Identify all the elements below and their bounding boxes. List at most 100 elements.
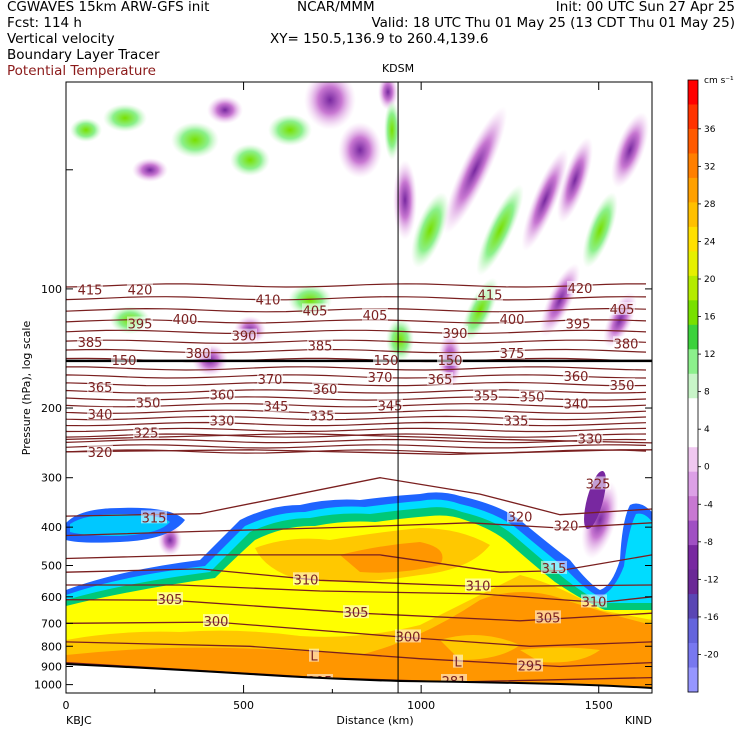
colorbar-swatch bbox=[688, 520, 698, 546]
theta-label: 325 bbox=[586, 477, 611, 492]
theta-contour bbox=[66, 381, 647, 387]
theta-label: 350 bbox=[520, 390, 545, 405]
colorbar-swatch bbox=[688, 177, 698, 203]
theta-contour bbox=[66, 389, 647, 394]
theta-label: 410 bbox=[256, 294, 281, 309]
theta-label: 305 bbox=[158, 593, 183, 608]
theta-label-bg bbox=[307, 338, 333, 352]
theta-label-bg bbox=[453, 654, 463, 668]
theta-label: 340 bbox=[564, 398, 589, 413]
y-tick-label: 900 bbox=[41, 661, 62, 674]
theta-label-bg bbox=[209, 387, 235, 401]
theta-label: 405 bbox=[363, 309, 388, 324]
cross-section-coords: XY= 150.5,136.9 to 260.4,139.6 bbox=[270, 31, 489, 47]
theta-label-bg bbox=[503, 413, 529, 427]
theta-label-bg bbox=[517, 658, 543, 672]
theta-label-bg bbox=[577, 431, 603, 445]
theta-label: 420 bbox=[128, 284, 153, 299]
theta-label: 305 bbox=[536, 611, 561, 626]
theta-label-bg bbox=[257, 372, 283, 386]
theta-label: 400 bbox=[500, 313, 525, 328]
theta-label-bg bbox=[127, 282, 153, 296]
theta-label-bg bbox=[185, 345, 211, 359]
theta-label: 320 bbox=[88, 446, 113, 461]
theta-label: 400 bbox=[173, 313, 198, 328]
colorbar-swatch bbox=[688, 251, 698, 277]
theta-label: 315 bbox=[142, 511, 167, 526]
theta-label: 375 bbox=[500, 347, 525, 362]
field-boundary-layer-tracer: Boundary Layer Tracer bbox=[7, 47, 160, 63]
y-tick-label: 700 bbox=[41, 617, 62, 630]
theta-contour bbox=[66, 568, 652, 588]
theta-label-bg bbox=[507, 509, 533, 523]
y-tick-label: 800 bbox=[41, 640, 62, 653]
theta-label-bg bbox=[209, 413, 235, 427]
colorbar-swatch bbox=[688, 153, 698, 179]
colorbar-swatch bbox=[688, 545, 698, 571]
x-tick-label: 1000 bbox=[407, 699, 435, 712]
init-time: Init: 00 UTC Sun 27 Apr 25 bbox=[555, 0, 735, 15]
theta-label: 360 bbox=[564, 370, 589, 385]
theta-label: 390 bbox=[232, 330, 257, 345]
theta-label: 150 bbox=[374, 354, 399, 369]
y-tick-label: 600 bbox=[41, 591, 62, 604]
theta-contour bbox=[66, 641, 652, 668]
theta-label: 370 bbox=[368, 371, 393, 386]
theta-label: 150 bbox=[438, 354, 463, 369]
theta-contour bbox=[66, 449, 652, 456]
colorbar-label: -16 bbox=[704, 613, 719, 623]
theta-label-bg bbox=[442, 325, 468, 339]
theta-label: 350 bbox=[136, 397, 161, 412]
theta-label-bg bbox=[427, 372, 453, 386]
theta-label-bg bbox=[312, 381, 338, 395]
theta-label-bg bbox=[477, 287, 503, 301]
theta-label-bg bbox=[535, 610, 561, 624]
colorbar-swatch bbox=[688, 447, 698, 473]
theta-label: 325 bbox=[134, 427, 159, 442]
colorbar-label: -20 bbox=[704, 650, 719, 660]
valid-time: Valid: 18 UTC Thu 01 May 25 (13 CDT Thu … bbox=[371, 15, 735, 31]
theta-contour bbox=[66, 554, 652, 573]
theta-label-bg bbox=[87, 406, 113, 420]
theta-label: 300 bbox=[204, 615, 229, 630]
colorbar-label: 4 bbox=[704, 425, 710, 435]
theta-label-bg bbox=[133, 425, 159, 439]
theta-label-bg bbox=[373, 352, 399, 366]
theta-label-bg bbox=[293, 572, 319, 586]
theta-label-bg bbox=[111, 352, 137, 366]
theta-label-bg bbox=[609, 378, 635, 392]
theta-label-bg bbox=[499, 345, 525, 359]
colorbar-swatch bbox=[688, 643, 698, 669]
y-tick-label: 1000 bbox=[34, 679, 62, 692]
theta-contour bbox=[66, 477, 652, 517]
theta-label: 370 bbox=[258, 373, 283, 388]
station-mid-label: KDSM bbox=[382, 62, 414, 75]
theta-label: 320 bbox=[554, 519, 579, 534]
theta-label: 315 bbox=[542, 562, 567, 577]
y-axis: 100 200 300 400 500 600 700 800 900 1000 bbox=[34, 169, 652, 692]
org-label: NCAR/MMM bbox=[297, 0, 375, 15]
theta-contour bbox=[66, 438, 647, 444]
theta-label: 420 bbox=[568, 282, 593, 297]
theta-label: L bbox=[310, 650, 318, 665]
theta-label-bg bbox=[613, 336, 639, 350]
theta-label: 365 bbox=[88, 381, 113, 396]
theta-label-bg bbox=[367, 370, 393, 384]
theta-contour bbox=[66, 444, 647, 449]
theta-contour bbox=[66, 421, 647, 427]
colorbar-label: -12 bbox=[704, 575, 719, 585]
theta-label: 345 bbox=[378, 399, 403, 414]
theta-label-bg bbox=[231, 328, 257, 342]
field-vertical-velocity: Vertical velocity bbox=[7, 31, 115, 47]
theta-label: 310 bbox=[294, 573, 319, 588]
theta-contour bbox=[66, 415, 647, 421]
theta-label: 360 bbox=[313, 383, 338, 398]
theta-label: 415 bbox=[78, 284, 103, 299]
theta-label: 405 bbox=[610, 303, 635, 318]
colorbar-label: -4 bbox=[704, 500, 713, 510]
theta-label-bg bbox=[309, 408, 335, 422]
colorbar: 36 32 28 24 20 16 12 8 4 0 -4 -8 -12 -16 -20 bbox=[687, 79, 719, 693]
terrain-mask bbox=[66, 664, 652, 693]
colorbar-swatch bbox=[688, 594, 698, 620]
station-right-label: KIND bbox=[625, 714, 652, 727]
